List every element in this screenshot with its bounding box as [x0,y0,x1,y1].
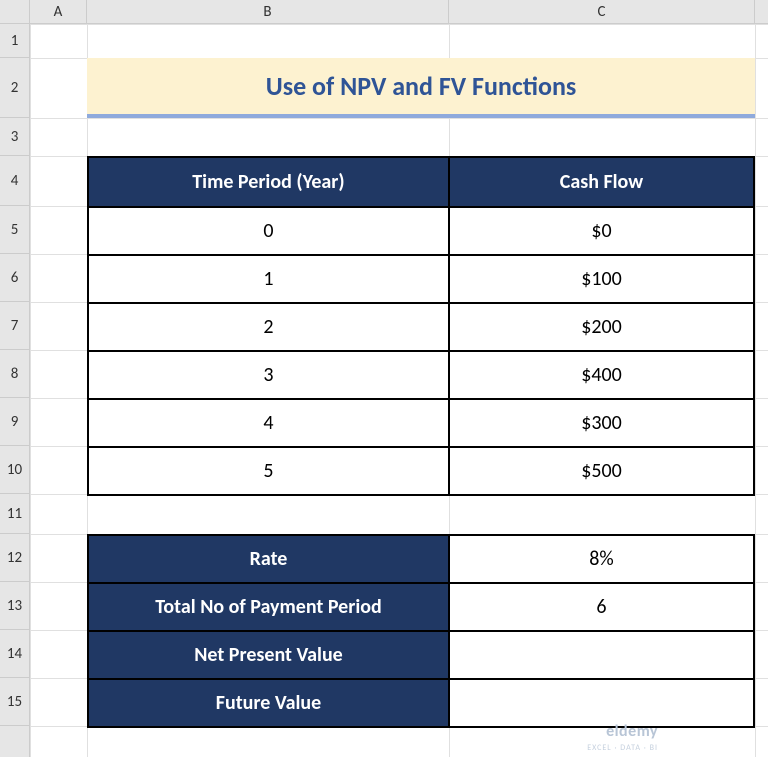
watermark-subtext: EXCEL · DATA · BI [587,743,658,753]
gridline [755,24,756,757]
row-header-15[interactable]: 15 [0,678,29,726]
table-row: 1$100 [88,255,754,303]
row-header-11[interactable]: 11 [0,494,29,534]
cell-period[interactable]: 5 [88,447,449,495]
param-label: Total No of Payment Period [88,583,449,631]
select-all-corner[interactable] [0,0,30,24]
column-header-B[interactable]: B [87,0,449,23]
param-value[interactable] [449,631,754,679]
row-header-10[interactable]: 10 [0,446,29,494]
param-label: Future Value [88,679,449,727]
cell-cashflow[interactable]: $100 [449,255,754,303]
cell-cashflow[interactable]: $500 [449,447,754,495]
params-table: Rate8%Total No of Payment Period6Net Pre… [87,534,755,728]
cell-period[interactable]: 3 [88,351,449,399]
table-row: Future Value [88,679,754,727]
table-row: Net Present Value [88,631,754,679]
gridline [30,24,31,757]
cell-period[interactable]: 2 [88,303,449,351]
cell-period[interactable]: 1 [88,255,449,303]
gridline [30,118,768,119]
spreadsheet: ABC 123456789101112131415 Use of NPV and… [0,0,768,757]
param-value[interactable]: 6 [449,583,754,631]
cell-grid[interactable]: Use of NPV and FV Functions Time Period (… [30,24,768,757]
column-header-A[interactable]: A [30,0,87,23]
table-row: 4$300 [88,399,754,447]
row-header-1[interactable]: 1 [0,24,29,58]
table-row: 5$500 [88,447,754,495]
row-header-9[interactable]: 9 [0,398,29,446]
row-header-13[interactable]: 13 [0,582,29,630]
row-header-5[interactable]: 5 [0,206,29,254]
cell-cashflow[interactable]: $200 [449,303,754,351]
cell-period[interactable]: 4 [88,399,449,447]
table-row: 0$0 [88,207,754,255]
table-row: Total No of Payment Period6 [88,583,754,631]
row-header-4[interactable]: 4 [0,156,29,206]
row-header-3[interactable]: 3 [0,118,29,156]
row-header-14[interactable]: 14 [0,630,29,678]
param-label: Net Present Value [88,631,449,679]
page-title: Use of NPV and FV Functions [87,58,755,118]
row-header-7[interactable]: 7 [0,302,29,350]
param-label: Rate [88,535,449,583]
cell-cashflow[interactable]: $0 [449,207,754,255]
row-header-8[interactable]: 8 [0,350,29,398]
header-time-period: Time Period (Year) [88,157,449,207]
param-value[interactable]: 8% [449,535,754,583]
param-value[interactable] [449,679,754,727]
table-row: 3$400 [88,351,754,399]
table-row: 2$200 [88,303,754,351]
row-headers: 123456789101112131415 [0,24,30,757]
cell-cashflow[interactable]: $400 [449,351,754,399]
row-header-2[interactable]: 2 [0,58,29,118]
row-header-12[interactable]: 12 [0,534,29,582]
table-row: Rate8% [88,535,754,583]
column-header-C[interactable]: C [449,0,755,23]
watermark-text: eldemy [606,722,658,741]
row-header-6[interactable]: 6 [0,254,29,302]
column-headers: ABC [30,0,768,24]
gridline [30,24,768,25]
header-cash-flow: Cash Flow [449,157,754,207]
cell-period[interactable]: 0 [88,207,449,255]
cashflow-table: Time Period (Year)Cash Flow0$01$1002$200… [87,156,755,496]
cell-cashflow[interactable]: $300 [449,399,754,447]
